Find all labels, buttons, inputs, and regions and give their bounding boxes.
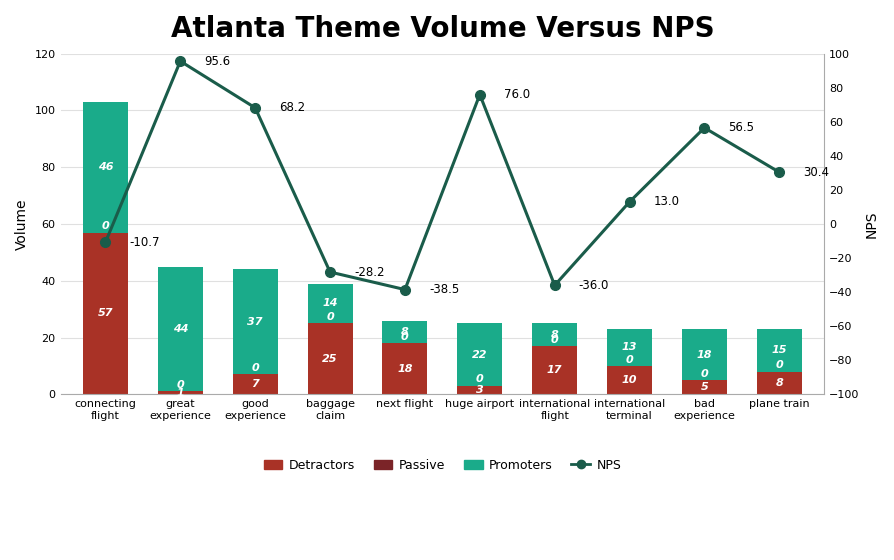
Text: 17: 17 [547, 365, 562, 375]
Bar [308, 283, 352, 323]
Text: 5: 5 [701, 382, 708, 392]
Text: -28.2: -28.2 [354, 265, 384, 278]
Text: 68.2: 68.2 [279, 101, 305, 114]
Text: 0: 0 [626, 354, 634, 365]
Bar [232, 375, 278, 394]
Text: 8: 8 [401, 327, 409, 337]
Text: 14: 14 [323, 298, 338, 309]
Bar [532, 346, 578, 394]
Text: 7: 7 [251, 380, 259, 389]
Text: 0: 0 [176, 380, 184, 390]
Bar [458, 323, 502, 386]
Bar [757, 329, 802, 372]
Bar [682, 329, 727, 380]
Bar [458, 386, 502, 394]
Text: 18: 18 [696, 349, 713, 360]
Y-axis label: NPS: NPS [865, 210, 879, 238]
Text: 30.4: 30.4 [803, 166, 830, 179]
Bar [158, 267, 203, 391]
Bar [83, 232, 128, 394]
Text: 56.5: 56.5 [729, 122, 755, 134]
Text: 0: 0 [401, 332, 409, 342]
Bar [607, 329, 652, 366]
Bar [532, 323, 578, 346]
Text: 0: 0 [476, 375, 484, 384]
Text: 8: 8 [775, 378, 783, 388]
Text: 44: 44 [173, 324, 188, 334]
Y-axis label: Volume: Volume [15, 198, 29, 250]
Bar [682, 380, 727, 394]
Text: 0: 0 [775, 360, 783, 370]
Text: 0: 0 [326, 312, 334, 322]
Text: 22: 22 [472, 349, 487, 360]
Text: 13: 13 [622, 343, 637, 352]
Bar [383, 343, 427, 394]
Text: 0: 0 [251, 363, 259, 373]
Text: -38.5: -38.5 [429, 283, 460, 296]
Text: -10.7: -10.7 [130, 236, 160, 249]
Bar [83, 102, 128, 232]
Text: 57: 57 [97, 309, 114, 319]
Text: 8: 8 [551, 330, 559, 340]
Text: 37: 37 [248, 317, 263, 327]
Text: 0: 0 [551, 335, 559, 344]
Text: 25: 25 [323, 354, 338, 364]
Bar [607, 366, 652, 394]
Text: 10: 10 [622, 375, 637, 385]
Text: 18: 18 [397, 364, 413, 374]
Bar [383, 320, 427, 343]
Bar [232, 269, 278, 375]
Text: 15: 15 [772, 346, 787, 356]
Text: 46: 46 [97, 162, 114, 172]
Text: 0: 0 [701, 368, 708, 379]
Text: 95.6: 95.6 [205, 55, 231, 68]
Text: -36.0: -36.0 [578, 279, 609, 292]
Text: 76.0: 76.0 [503, 88, 530, 101]
Title: Atlanta Theme Volume Versus NPS: Atlanta Theme Volume Versus NPS [171, 15, 714, 43]
Text: 0: 0 [102, 221, 109, 231]
Text: 3: 3 [476, 385, 484, 395]
Bar [757, 372, 802, 394]
Legend: Detractors, Passive, Promoters, NPS: Detractors, Passive, Promoters, NPS [258, 454, 626, 477]
Bar [308, 323, 352, 394]
Text: 1: 1 [176, 388, 184, 398]
Text: 13.0: 13.0 [654, 195, 679, 208]
Bar [158, 391, 203, 394]
